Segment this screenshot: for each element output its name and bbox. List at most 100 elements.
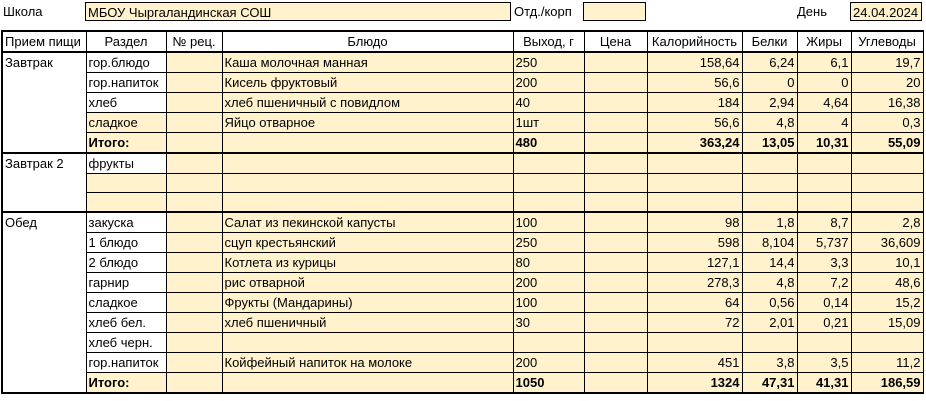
- recipe-cell[interactable]: [165, 173, 223, 193]
- price-cell[interactable]: [583, 371, 648, 394]
- carbs-cell[interactable]: [850, 152, 924, 174]
- section-cell[interactable]: гарнир: [85, 271, 167, 293]
- carbs-cell[interactable]: 15,2: [850, 291, 924, 313]
- yield-cell[interactable]: 1050: [512, 371, 585, 394]
- recipe-cell[interactable]: [165, 92, 223, 113]
- dish-cell[interactable]: хлеб пшеничный с повидлом: [221, 92, 514, 113]
- section-cell[interactable]: хлеб черн.: [85, 331, 167, 353]
- carbs-cell[interactable]: 186,59: [850, 371, 924, 394]
- protein-cell[interactable]: 13,05: [741, 132, 798, 154]
- carbs-cell[interactable]: 48,6: [850, 271, 924, 293]
- protein-cell[interactable]: [741, 152, 798, 174]
- yield-cell[interactable]: 250: [512, 51, 585, 73]
- fat-cell[interactable]: 10,31: [796, 132, 852, 154]
- kcal-cell[interactable]: 56,6: [646, 72, 743, 93]
- dish-cell[interactable]: Яйцо отварное: [221, 112, 514, 133]
- protein-cell[interactable]: 4,8: [741, 271, 798, 293]
- dish-cell[interactable]: [221, 331, 514, 353]
- recipe-cell[interactable]: [165, 231, 223, 253]
- protein-cell[interactable]: 2,01: [741, 311, 798, 333]
- yield-cell[interactable]: 30: [512, 311, 585, 333]
- protein-cell[interactable]: 3,8: [741, 351, 798, 373]
- recipe-cell[interactable]: [165, 371, 223, 394]
- protein-cell[interactable]: 0,56: [741, 291, 798, 313]
- yield-cell[interactable]: 80: [512, 251, 585, 273]
- fat-cell[interactable]: 41,31: [796, 371, 852, 394]
- dish-cell[interactable]: Каша молочная манная: [221, 51, 514, 73]
- kcal-cell[interactable]: 451: [646, 351, 743, 373]
- protein-cell[interactable]: [741, 192, 798, 213]
- recipe-cell[interactable]: [165, 351, 223, 373]
- fat-cell[interactable]: 4: [796, 112, 852, 133]
- price-cell[interactable]: [583, 173, 648, 193]
- kcal-cell[interactable]: 363,24: [646, 132, 743, 154]
- carbs-cell[interactable]: 2,8: [850, 211, 924, 233]
- carbs-cell[interactable]: 55,09: [850, 132, 924, 154]
- dish-cell[interactable]: Кисель фруктовый: [221, 72, 514, 93]
- fat-cell[interactable]: [796, 152, 852, 174]
- protein-cell[interactable]: [741, 173, 798, 193]
- price-cell[interactable]: [583, 231, 648, 253]
- dish-cell[interactable]: [221, 192, 514, 213]
- kcal-cell[interactable]: [646, 192, 743, 213]
- protein-cell[interactable]: 0: [741, 72, 798, 93]
- carbs-cell[interactable]: [850, 173, 924, 193]
- recipe-cell[interactable]: [165, 132, 223, 154]
- dish-cell[interactable]: [221, 132, 514, 154]
- section-cell[interactable]: гор.блюдо: [85, 51, 167, 73]
- dish-cell[interactable]: Фрукты (Мандарины): [221, 291, 514, 313]
- yield-cell[interactable]: 100: [512, 211, 585, 233]
- yield-cell[interactable]: [512, 192, 585, 213]
- section-cell[interactable]: хлеб бел.: [85, 311, 167, 333]
- section-cell[interactable]: 2 блюдо: [85, 251, 167, 273]
- protein-cell[interactable]: 8,104: [741, 231, 798, 253]
- dish-cell[interactable]: рис отварной: [221, 271, 514, 293]
- carbs-cell[interactable]: 16,38: [850, 92, 924, 113]
- yield-cell[interactable]: 200: [512, 72, 585, 93]
- kcal-cell[interactable]: [646, 173, 743, 193]
- fat-cell[interactable]: [796, 192, 852, 213]
- recipe-cell[interactable]: [165, 72, 223, 93]
- price-cell[interactable]: [583, 311, 648, 333]
- recipe-cell[interactable]: [165, 51, 223, 73]
- recipe-cell[interactable]: [165, 112, 223, 133]
- price-cell[interactable]: [583, 152, 648, 174]
- price-cell[interactable]: [583, 351, 648, 373]
- yield-cell[interactable]: [512, 331, 585, 353]
- yield-cell[interactable]: 200: [512, 351, 585, 373]
- fat-cell[interactable]: 5,737: [796, 231, 852, 253]
- section-cell[interactable]: Итого:: [85, 371, 167, 394]
- recipe-cell[interactable]: [165, 152, 223, 174]
- section-cell[interactable]: [85, 173, 167, 193]
- yield-cell[interactable]: 100: [512, 291, 585, 313]
- yield-cell[interactable]: 200: [512, 271, 585, 293]
- protein-cell[interactable]: 4,8: [741, 112, 798, 133]
- price-cell[interactable]: [583, 251, 648, 273]
- recipe-cell[interactable]: [165, 192, 223, 213]
- yield-cell[interactable]: 1шт: [512, 112, 585, 133]
- protein-cell[interactable]: 6,24: [741, 51, 798, 73]
- section-cell[interactable]: сладкое: [85, 112, 167, 133]
- fat-cell[interactable]: [796, 331, 852, 353]
- fat-cell[interactable]: 8,7: [796, 211, 852, 233]
- protein-cell[interactable]: 47,31: [741, 371, 798, 394]
- kcal-cell[interactable]: [646, 331, 743, 353]
- price-cell[interactable]: [583, 291, 648, 313]
- fat-cell[interactable]: 0,14: [796, 291, 852, 313]
- section-cell[interactable]: сладкое: [85, 291, 167, 313]
- yield-cell[interactable]: 40: [512, 92, 585, 113]
- school-field[interactable]: МБОУ Чыргаландинская СОШ: [85, 2, 511, 21]
- section-cell[interactable]: фрукты: [85, 152, 167, 174]
- price-cell[interactable]: [583, 192, 648, 213]
- fat-cell[interactable]: [796, 173, 852, 193]
- kcal-cell[interactable]: 64: [646, 291, 743, 313]
- fat-cell[interactable]: 0: [796, 72, 852, 93]
- carbs-cell[interactable]: 36,609: [850, 231, 924, 253]
- protein-cell[interactable]: [741, 331, 798, 353]
- dish-cell[interactable]: [221, 173, 514, 193]
- carbs-cell[interactable]: 0,3: [850, 112, 924, 133]
- kcal-cell[interactable]: 158,64: [646, 51, 743, 73]
- yield-cell[interactable]: [512, 152, 585, 174]
- kcal-cell[interactable]: 127,1: [646, 251, 743, 273]
- kcal-cell[interactable]: 184: [646, 92, 743, 113]
